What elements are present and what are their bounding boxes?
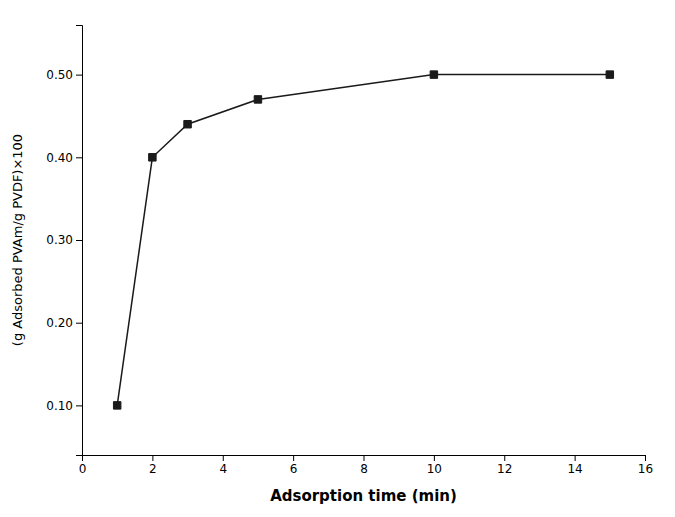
marker — [113, 402, 120, 409]
tick-mark — [76, 157, 82, 158]
tick: 2 — [149, 455, 157, 476]
axis-line — [76, 26, 83, 456]
plot: 0 2 4 6 8 10 12 14 16 0.10 0.20 0.30 0.40 0.50 — [46, 26, 653, 476]
tick-mark — [293, 455, 294, 461]
marker — [149, 154, 156, 161]
tick-label: 0.30 — [46, 233, 73, 247]
tick-label: 0.50 — [46, 68, 73, 82]
tick-label: 8 — [360, 462, 368, 476]
marker — [606, 71, 613, 78]
tick-mark — [76, 405, 82, 406]
marker — [254, 96, 261, 103]
series — [113, 71, 613, 409]
tick-label: 14 — [567, 462, 582, 476]
x-axis-title: Adsorption time (min) — [270, 487, 457, 505]
tick-mark — [76, 75, 82, 76]
tick: 0.10 — [46, 399, 82, 413]
tick: 0 — [79, 455, 87, 476]
tick: 4 — [219, 455, 227, 476]
tick: 0.30 — [46, 233, 82, 247]
tick-label: 6 — [290, 462, 298, 476]
tick: 12 — [497, 455, 512, 476]
tick-label: 0.20 — [46, 316, 73, 330]
tick-label: 4 — [219, 462, 227, 476]
tick: 14 — [567, 455, 582, 476]
tick: 0.20 — [46, 316, 82, 330]
y-axis: 0.10 0.20 0.30 0.40 0.50 — [46, 26, 82, 456]
tick-label: 12 — [497, 462, 512, 476]
marker — [430, 71, 437, 78]
tick-mark — [434, 455, 435, 461]
tick-label: 2 — [149, 462, 157, 476]
tick-mark — [152, 455, 153, 461]
tick-label: 0.40 — [46, 151, 73, 165]
tick-mark — [575, 455, 576, 461]
tick: 0.40 — [46, 151, 82, 165]
x-axis: 0 2 4 6 8 10 12 14 16 — [79, 455, 653, 476]
y-axis-title: (g Adsorbed PVAm/g PVDF)×100 — [10, 134, 25, 346]
tick-label: 0 — [79, 462, 87, 476]
tick: 8 — [360, 455, 368, 476]
tick-mark — [76, 323, 82, 324]
tick: 6 — [290, 455, 298, 476]
tick: 10 — [427, 455, 442, 476]
tick-mark — [223, 455, 224, 461]
tick-mark — [76, 240, 82, 241]
chart: 0 2 4 6 8 10 12 14 16 0.10 0.20 0.30 0.40 0.50 Adsorpt… — [0, 0, 675, 517]
tick-label: 0.10 — [46, 399, 73, 413]
tick-mark — [504, 455, 505, 461]
tick-mark — [364, 455, 365, 461]
tick-label: 10 — [427, 462, 442, 476]
tick: 0.50 — [46, 68, 82, 82]
line — [117, 75, 610, 406]
tick: 16 — [638, 455, 653, 476]
axis-line — [83, 456, 646, 462]
tick-label: 16 — [638, 462, 653, 476]
marker — [184, 120, 191, 127]
tick-mark — [645, 455, 646, 461]
